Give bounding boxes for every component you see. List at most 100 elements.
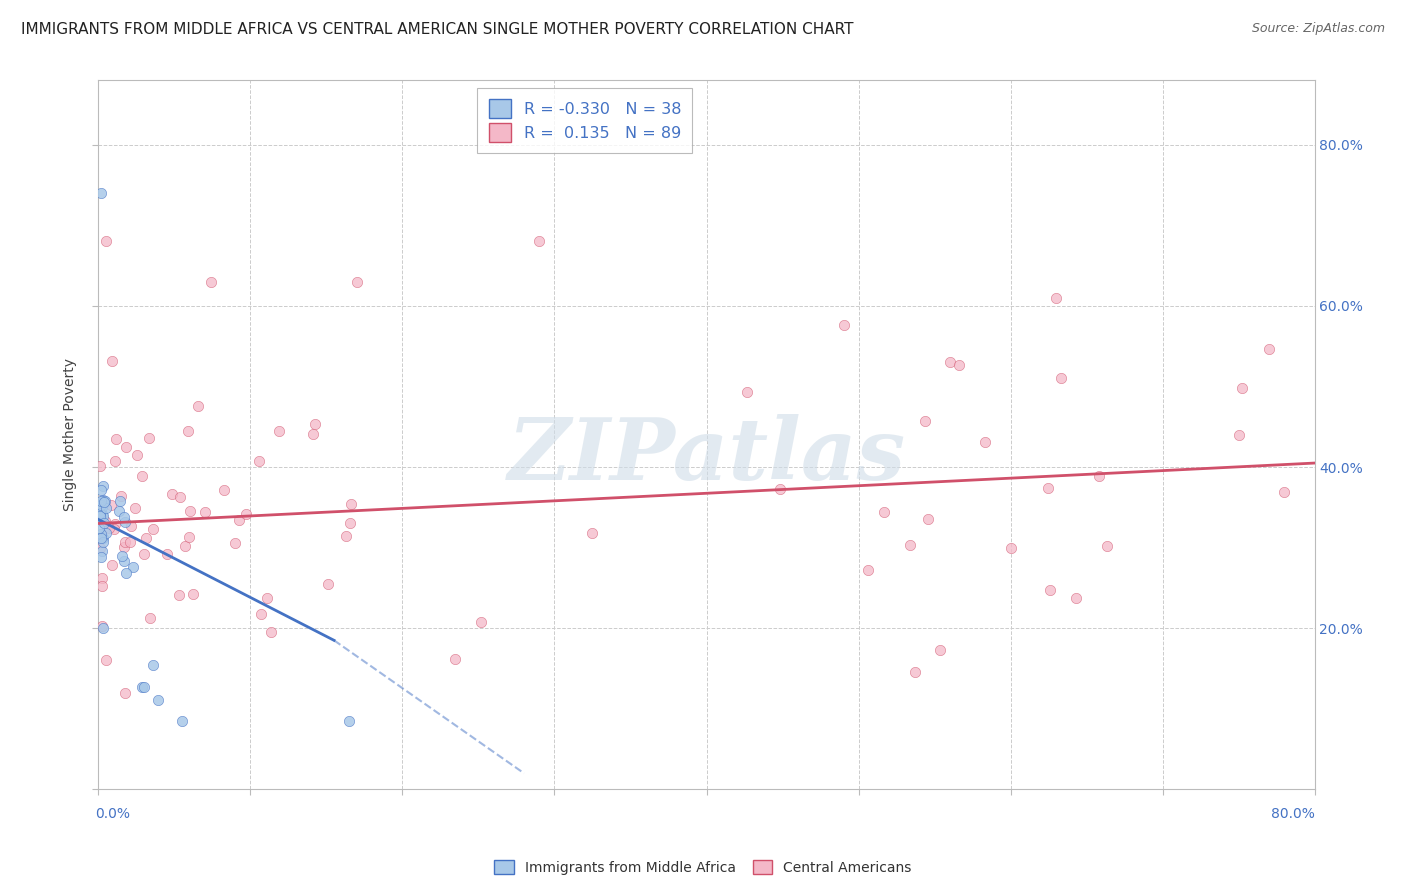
Point	[1272, 484, 1295, 499]
Point	[337, 714, 360, 728]
Point	[135, 531, 157, 545]
Point	[103, 522, 125, 536]
Point	[917, 511, 939, 525]
Point	[90, 493, 112, 508]
Point	[108, 503, 131, 517]
Point	[112, 540, 135, 554]
Point	[929, 642, 952, 657]
Point	[170, 714, 193, 728]
Point	[769, 482, 792, 496]
Point	[169, 490, 191, 504]
Point	[91, 508, 114, 523]
Point	[90, 527, 112, 541]
Point	[444, 652, 467, 666]
Point	[127, 448, 149, 462]
Point	[115, 440, 138, 454]
Point	[301, 427, 323, 442]
Point	[1258, 343, 1281, 357]
Point	[94, 235, 117, 249]
Point	[114, 534, 136, 549]
Point	[114, 686, 136, 700]
Point	[93, 495, 115, 509]
Point	[110, 489, 132, 503]
Point	[91, 544, 114, 558]
Legend: Immigrants from Middle Africa, Central Americans: Immigrants from Middle Africa, Central A…	[489, 855, 917, 880]
Point	[948, 358, 970, 372]
Point	[122, 560, 145, 574]
Point	[110, 549, 132, 564]
Point	[90, 483, 112, 497]
Point	[250, 607, 273, 621]
Text: Source: ZipAtlas.com: Source: ZipAtlas.com	[1251, 22, 1385, 36]
Point	[89, 458, 111, 473]
Point	[94, 514, 117, 528]
Point	[214, 483, 236, 497]
Point	[89, 506, 111, 520]
Point	[101, 558, 124, 572]
Point	[176, 424, 198, 438]
Point	[340, 497, 363, 511]
Point	[142, 522, 165, 536]
Point	[90, 532, 112, 546]
Point	[91, 621, 114, 635]
Point	[131, 681, 153, 695]
Point	[470, 615, 492, 629]
Point	[91, 508, 114, 522]
Point	[1045, 291, 1067, 305]
Point	[228, 513, 250, 527]
Point	[89, 541, 111, 556]
Point	[114, 515, 136, 529]
Point	[1038, 481, 1060, 495]
Point	[90, 186, 112, 200]
Point	[735, 384, 758, 399]
Point	[181, 586, 204, 600]
Point	[179, 504, 201, 518]
Point	[146, 693, 169, 707]
Point	[91, 571, 114, 585]
Point	[304, 417, 326, 431]
Legend: R = -0.330   N = 38, R =  0.135   N = 89: R = -0.330 N = 38, R = 0.135 N = 89	[478, 88, 692, 153]
Point	[142, 657, 165, 672]
Point	[91, 534, 114, 549]
Point	[529, 235, 551, 249]
Point	[194, 505, 217, 519]
Point	[139, 611, 162, 625]
Point	[186, 399, 208, 413]
Point	[94, 526, 117, 541]
Point	[93, 516, 115, 530]
Point	[134, 680, 156, 694]
Y-axis label: Single Mother Poverty: Single Mother Poverty	[63, 359, 77, 511]
Point	[224, 535, 246, 549]
Point	[91, 479, 114, 493]
Point	[132, 548, 155, 562]
Point	[91, 619, 114, 633]
Point	[91, 493, 114, 508]
Point	[90, 498, 112, 512]
Point	[174, 539, 197, 553]
Point	[89, 508, 111, 523]
Point	[160, 487, 183, 501]
Point	[858, 563, 880, 577]
Point	[97, 520, 120, 534]
Point	[138, 431, 160, 445]
Point	[267, 424, 290, 438]
Point	[256, 591, 278, 605]
Point	[108, 493, 131, 508]
Point	[112, 553, 135, 567]
Point	[91, 579, 114, 593]
Point	[873, 505, 896, 519]
Point	[939, 355, 962, 369]
Point	[1000, 541, 1022, 555]
Point	[1095, 539, 1118, 553]
Text: 0.0%: 0.0%	[96, 807, 131, 822]
Point	[90, 549, 112, 564]
Point	[1039, 583, 1062, 598]
Point	[87, 521, 110, 535]
Text: ZIPatlas: ZIPatlas	[508, 415, 905, 498]
Point	[167, 588, 190, 602]
Point	[118, 534, 141, 549]
Point	[120, 518, 142, 533]
Point	[131, 469, 153, 483]
Point	[339, 516, 361, 531]
Point	[581, 525, 603, 540]
